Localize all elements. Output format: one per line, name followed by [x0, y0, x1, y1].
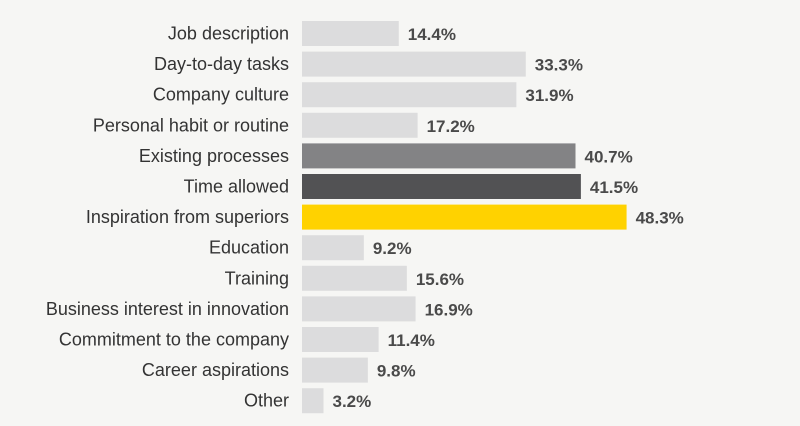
category-label-business-interest-in-innovation: Business interest in innovation: [46, 299, 289, 319]
value-label-other: 3.2%: [333, 392, 372, 411]
value-label-job-description: 14.4%: [408, 25, 456, 44]
category-label-company-culture: Company culture: [153, 85, 289, 105]
category-label-education: Education: [209, 238, 289, 258]
bar-commitment-to-the-company: [302, 327, 379, 352]
category-label-personal-habit-or-routine: Personal habit or routine: [93, 115, 289, 135]
category-label-training: Training: [225, 268, 289, 288]
bar-time-allowed: [302, 174, 581, 199]
value-label-career-aspirations: 9.8%: [377, 362, 416, 381]
value-label-education: 9.2%: [373, 239, 412, 258]
category-label-inspiration-from-superiors: Inspiration from superiors: [86, 207, 289, 227]
category-label-career-aspirations: Career aspirations: [142, 360, 289, 380]
value-label-company-culture: 31.9%: [525, 86, 573, 105]
bar-inspiration-from-superiors: [302, 205, 627, 230]
bar-other: [302, 388, 324, 413]
bar-education: [302, 235, 364, 260]
value-label-inspiration-from-superiors: 48.3%: [636, 209, 684, 228]
bar-day-to-day-tasks: [302, 52, 526, 77]
category-label-existing-processes: Existing processes: [139, 146, 289, 166]
bar-job-description: [302, 21, 399, 46]
category-label-commitment-to-the-company: Commitment to the company: [59, 330, 289, 350]
value-label-existing-processes: 40.7%: [585, 147, 633, 166]
value-label-commitment-to-the-company: 11.4%: [388, 331, 435, 350]
value-label-time-allowed: 41.5%: [590, 178, 638, 197]
bar-training: [302, 266, 407, 291]
value-label-business-interest-in-innovation: 16.9%: [425, 300, 473, 319]
category-label-time-allowed: Time allowed: [184, 177, 289, 197]
bar-company-culture: [302, 82, 516, 107]
category-label-day-to-day-tasks: Day-to-day tasks: [154, 54, 289, 74]
value-label-day-to-day-tasks: 33.3%: [535, 56, 583, 75]
bar-personal-habit-or-routine: [302, 113, 418, 138]
bar-career-aspirations: [302, 358, 368, 383]
bar-business-interest-in-innovation: [302, 296, 416, 321]
value-label-personal-habit-or-routine: 17.2%: [427, 117, 475, 136]
value-label-training: 15.6%: [416, 270, 464, 289]
category-label-job-description: Job description: [168, 24, 289, 44]
category-label-other: Other: [244, 391, 289, 411]
bar-existing-processes: [302, 143, 576, 168]
